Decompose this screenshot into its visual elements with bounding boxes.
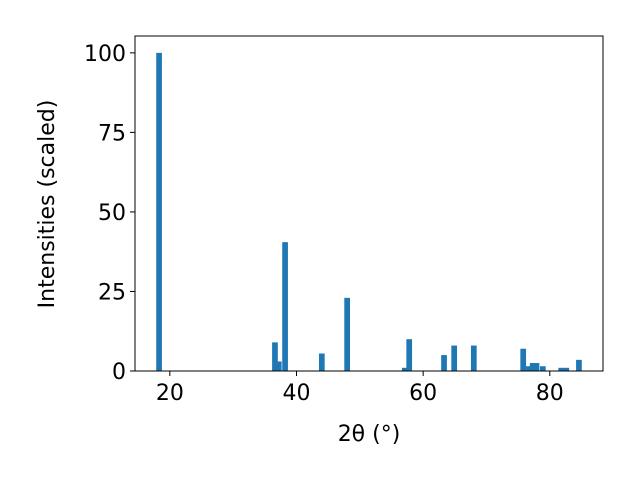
bar	[406, 339, 413, 371]
bar	[344, 297, 351, 371]
bar	[275, 361, 282, 371]
y-tick-label: 0	[112, 360, 126, 385]
y-tick-label: 75	[98, 121, 126, 146]
y-tick-label: 50	[98, 201, 126, 226]
y-tick-label: 25	[98, 280, 126, 305]
bar	[470, 345, 477, 371]
bar	[272, 342, 278, 371]
bar	[401, 367, 408, 371]
bar	[441, 355, 447, 371]
bar	[539, 366, 546, 371]
bar	[318, 353, 325, 371]
bar	[563, 367, 570, 371]
bar	[558, 367, 565, 371]
x-tick-label: 20	[156, 381, 184, 406]
x-tick-label: 80	[536, 381, 564, 406]
bar	[529, 363, 536, 371]
bar	[526, 366, 532, 371]
bar	[282, 242, 288, 371]
x-tick-label: 40	[282, 381, 310, 406]
x-axis-label: 2θ (°)	[338, 422, 401, 447]
bar	[451, 345, 458, 371]
bar	[533, 363, 540, 371]
bar	[156, 52, 162, 371]
y-axis-label: Intensities (scaled)	[35, 100, 60, 309]
x-tick-label: 60	[409, 381, 437, 406]
bar	[576, 359, 582, 371]
plot-frame	[134, 35, 604, 372]
bar	[520, 348, 527, 371]
y-tick-label: 100	[84, 42, 126, 67]
